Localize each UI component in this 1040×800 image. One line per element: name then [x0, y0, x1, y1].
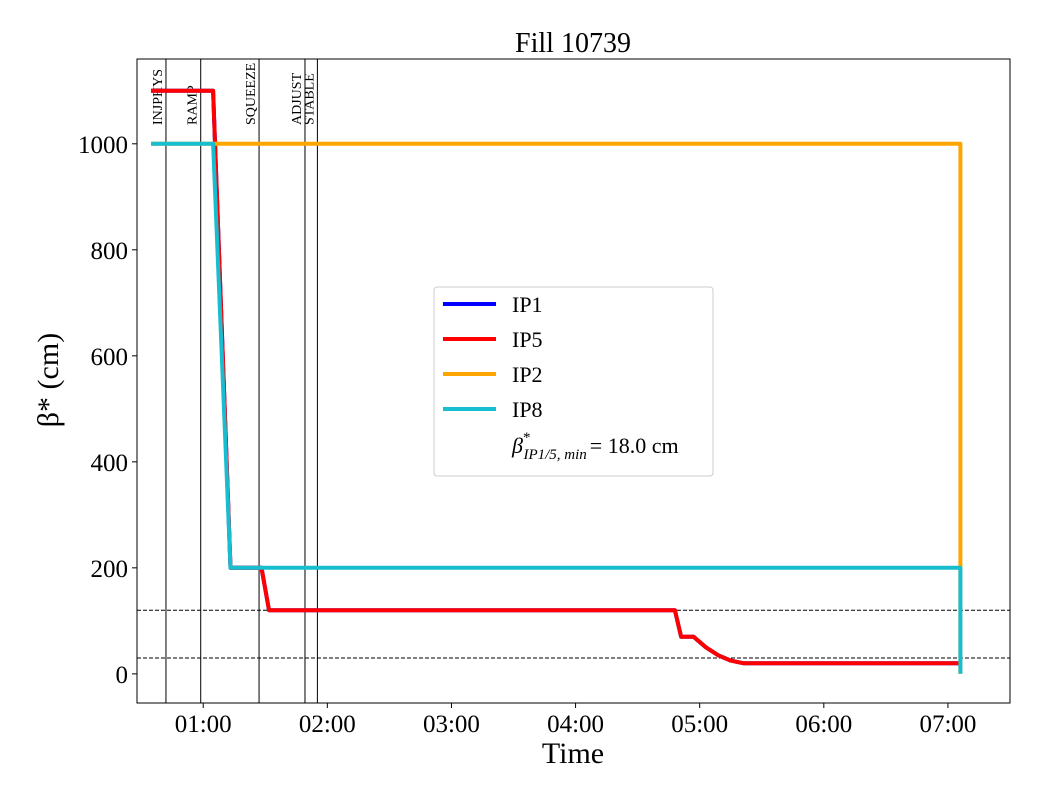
x-tick-label: 06:00: [795, 711, 852, 738]
chart-title: Fill 10739: [515, 28, 631, 59]
legend-label-ip5: IP5: [512, 327, 543, 352]
legend-min-label: β* IP1/5, min = 18.0 cm: [511, 430, 679, 463]
y-axis-label: β* (cm): [32, 333, 65, 427]
y-tick-label: 400: [91, 450, 129, 477]
legend-label-ip2: IP2: [512, 362, 543, 387]
phase-label: RAMP: [186, 85, 201, 125]
y-tick-label: 200: [91, 556, 129, 583]
legend-box: [433, 286, 714, 477]
y-tick-label: 800: [91, 238, 129, 265]
y-tick-label: 1000: [78, 132, 128, 159]
phase-label: SQUEEZE: [244, 63, 259, 125]
x-tick-label: 07:00: [919, 711, 976, 738]
phase-label: STABLE: [302, 73, 317, 125]
series-line-ip8: [151, 141, 963, 674]
axes-frame: [136, 58, 1011, 704]
plot-area: 01:00 02:00 03:00 04:00 05:00 06:00 07:00 0 200 4…: [78, 58, 1011, 738]
x-tick-label: 03:00: [423, 711, 480, 738]
phase-label: ADJUST: [290, 72, 305, 125]
y-tick-label: 0: [116, 662, 129, 689]
x-axis-label: Time: [542, 737, 604, 770]
legend-label-ip8: IP8: [512, 397, 543, 422]
y-tick-label: 600: [91, 344, 129, 371]
x-tick-label: 01:00: [175, 711, 232, 738]
series-line-ip2: [151, 141, 963, 674]
phase-label: INJPHYS: [151, 69, 166, 125]
x-tick-label: 02:00: [299, 711, 356, 738]
legend: IP1 IP5 IP2 IP8 β* IP1/5, min = 18.0 cm: [433, 286, 714, 477]
x-tick-label: 05:00: [671, 711, 728, 738]
x-tick-label: 04:00: [547, 711, 604, 738]
legend-label-ip1: IP1: [512, 292, 543, 317]
